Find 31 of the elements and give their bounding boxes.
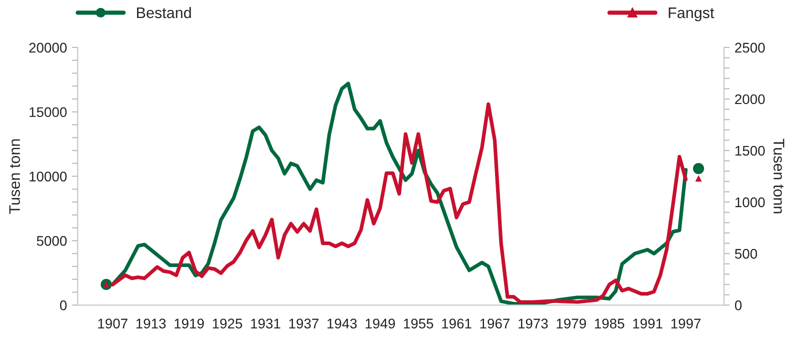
y2-tick-label: 500 — [734, 248, 758, 259]
y2-tick-label: 2000 — [735, 94, 765, 104]
x-tick-label: 1967 — [480, 318, 510, 328]
x-tick-label: 1997 — [671, 318, 701, 328]
y2-tick-label: 1000 — [735, 197, 765, 208]
y2-tick-label: 2500 — [735, 42, 765, 53]
x-tick-label: 1979 — [556, 318, 586, 328]
y-tick-label: 0 — [60, 300, 67, 310]
x-tick-label: 1949 — [366, 318, 395, 328]
y-tick-label: 20000 — [29, 42, 67, 53]
y2-tick-label: 1500 — [735, 146, 765, 156]
x-tick-label: 1961 — [442, 318, 472, 328]
x-tick-label: 1937 — [289, 318, 318, 328]
x-tick-label: 1907 — [98, 318, 128, 328]
x-tick-label: 1919 — [174, 318, 204, 328]
x-tick-label: 1913 — [136, 318, 166, 328]
x-tick-label: 1985 — [594, 318, 624, 328]
y-tick-label: 5000 — [36, 236, 67, 246]
legend-label: Fangst — [668, 8, 714, 22]
x-tick-label: 1973 — [518, 318, 548, 328]
y-tick-label: 10000 — [30, 172, 67, 182]
x-tick-label: 1931 — [251, 318, 280, 328]
legend-label: Bestand — [137, 6, 191, 18]
x-tick-label: 1925 — [212, 318, 242, 328]
y2-tick-label: 0 — [734, 300, 742, 310]
x-tick-label: 1955 — [404, 318, 434, 328]
x-tick-label: 1991 — [633, 318, 662, 328]
x-tick-label: 1943 — [328, 318, 357, 328]
y-axis-title: Tusen tonn — [9, 139, 20, 214]
y2-axis-title: Tusen tonn — [774, 138, 784, 214]
y-tick-label: 15000 — [30, 107, 67, 118]
